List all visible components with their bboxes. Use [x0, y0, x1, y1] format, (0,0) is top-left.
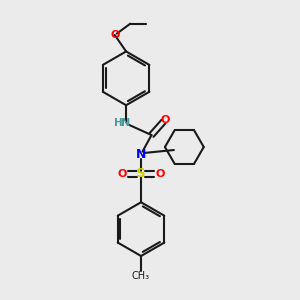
Text: O: O — [118, 169, 127, 179]
Text: O: O — [161, 115, 170, 124]
Text: O: O — [110, 30, 119, 40]
Text: CH₃: CH₃ — [132, 271, 150, 281]
Text: N: N — [136, 148, 146, 161]
Text: N: N — [122, 118, 131, 128]
Text: S: S — [136, 167, 146, 180]
Text: O: O — [155, 169, 164, 179]
Text: H: H — [114, 118, 123, 128]
